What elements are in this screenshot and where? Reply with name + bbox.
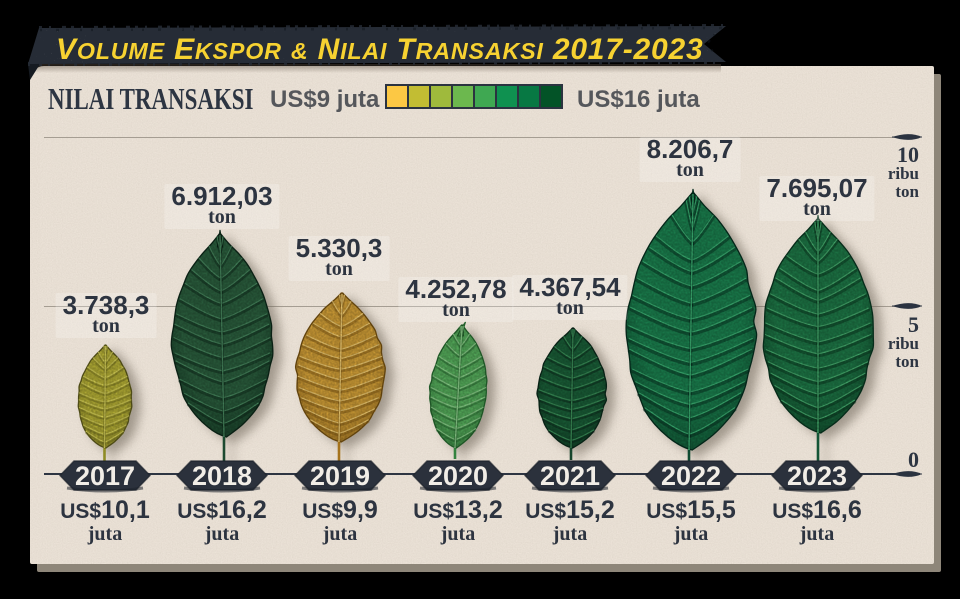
svg-text:2020: 2020 (428, 461, 488, 491)
svg-text:2023: 2023 (787, 461, 847, 491)
svg-text:2017: 2017 (75, 461, 135, 491)
svg-text:2021: 2021 (540, 461, 600, 491)
svg-text:2019: 2019 (310, 461, 370, 491)
svg-text:2018: 2018 (192, 461, 252, 491)
svg-text:2022: 2022 (661, 461, 721, 491)
